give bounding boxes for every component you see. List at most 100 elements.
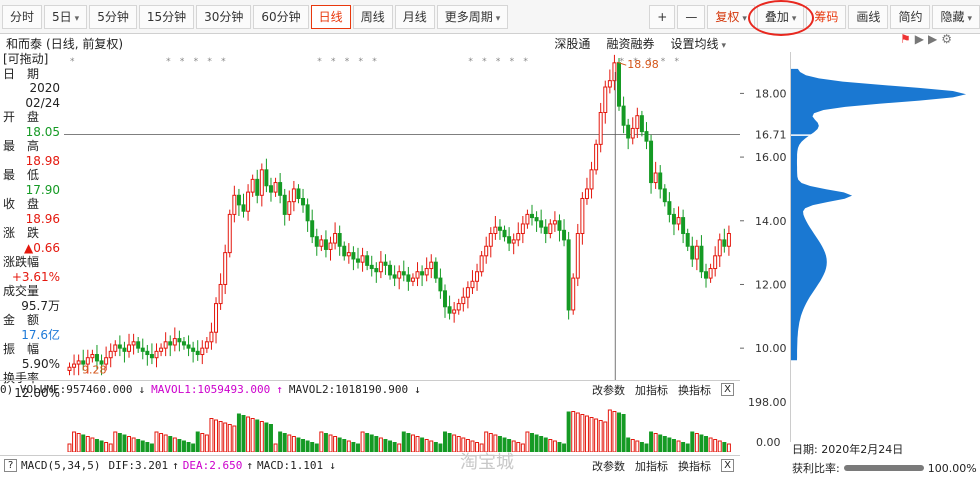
drag-label[interactable]: [可拖动]: [3, 52, 49, 66]
candle: [177, 338, 182, 343]
event-marker: *: [496, 57, 501, 67]
candle: [571, 277, 576, 311]
candle: [635, 115, 640, 129]
candle: [209, 331, 214, 343]
kline-chart[interactable]: * * * * * * * * * * * * * * * * * * * * *18.989.28: [64, 52, 740, 380]
candle: [717, 239, 722, 257]
volume-bar: [168, 436, 173, 452]
candle: [163, 341, 168, 349]
candle: [296, 188, 301, 199]
max-arrow: [617, 61, 627, 66]
volume-bar: [690, 431, 695, 452]
period-5day[interactable]: 5日 ▾: [44, 4, 88, 29]
volume-bar: [470, 440, 475, 452]
candle: [241, 204, 246, 212]
arrow-flag-icon[interactable]: ▶: [928, 32, 938, 46]
switch-indicator-button[interactable]: 换指标: [678, 383, 711, 397]
period-daily[interactable]: 日线: [310, 4, 351, 29]
candle: [507, 236, 512, 244]
candle: [291, 188, 296, 203]
candle: [694, 245, 699, 260]
macd-value-label: MACD:1.101: [256, 459, 324, 472]
volume-bar: [488, 433, 493, 452]
volume-bar: [543, 437, 548, 452]
candle: [99, 360, 104, 365]
candle: [470, 280, 475, 289]
volume-bar: [534, 434, 539, 452]
hk-connect-link[interactable]: 深股通: [554, 36, 591, 51]
draw-button[interactable]: 画线: [848, 4, 889, 29]
period-15min[interactable]: 15分钟: [138, 4, 195, 29]
volume-bar: [227, 424, 232, 452]
overlay-button[interactable]: 叠加 ▾: [756, 4, 805, 29]
close-icon[interactable]: X: [721, 383, 734, 396]
volume-bar: [191, 443, 196, 452]
volume-bar: [81, 434, 86, 452]
dif-label: DIF:3.201: [108, 459, 169, 472]
chip-profile: [791, 68, 967, 361]
volume-bar: [259, 421, 264, 452]
ma-settings-link[interactable]: 设置均线 ▾: [670, 35, 726, 52]
price-tick-label: 12.00: [755, 278, 787, 291]
volume-bar: [246, 416, 251, 452]
add-indicator-button[interactable]: 加指标: [635, 459, 668, 473]
volume-bar: [589, 417, 594, 452]
edit-params-button[interactable]: 改参数: [592, 459, 625, 473]
close-value: 18.96: [25, 211, 60, 226]
zoom-in-button[interactable]: +: [649, 4, 676, 29]
arrow-up-icon: ↑: [172, 459, 179, 472]
arrow-right-icon[interactable]: ▶: [914, 32, 924, 46]
candle: [94, 354, 99, 362]
volume-bar: [530, 433, 534, 452]
volume-bar: [708, 437, 713, 452]
period-5min[interactable]: 5分钟: [89, 4, 137, 29]
volume-bar: [291, 436, 296, 452]
candle: [410, 277, 415, 282]
close-icon[interactable]: X: [721, 459, 734, 472]
switch-indicator-button[interactable]: 换指标: [678, 459, 711, 473]
arrow-up-icon: ↑: [246, 459, 253, 472]
hide-label: 隐藏: [940, 9, 965, 24]
edit-params-button[interactable]: 改参数: [592, 383, 625, 397]
period-monthly[interactable]: 月线: [394, 4, 435, 29]
more-periods[interactable]: 更多周期 ▾: [436, 4, 509, 29]
help-icon[interactable]: ?: [4, 459, 17, 472]
chips-button[interactable]: 筹码: [806, 4, 847, 29]
candle: [314, 236, 319, 247]
add-indicator-button[interactable]: 加指标: [635, 383, 668, 397]
candle: [726, 233, 731, 247]
macd-label: MACD(5,34,5): [21, 459, 101, 472]
candle: [420, 271, 425, 276]
simple-button[interactable]: 简约: [890, 4, 931, 29]
volume-bar: [365, 433, 370, 452]
volume-bar: [200, 433, 205, 452]
watermark: 淘宝城: [460, 452, 514, 473]
chip-distribution: [790, 52, 967, 442]
volume-bar: [108, 443, 113, 452]
gear-icon[interactable]: ⚙: [941, 32, 952, 46]
volume-bar: [552, 440, 557, 452]
volume-tick-label: 198.00: [748, 396, 787, 409]
candle: [355, 258, 360, 263]
margin-link[interactable]: 融资融券: [606, 36, 655, 51]
volume-bar: [90, 437, 95, 452]
amplitude-value: 5.90%: [21, 356, 60, 371]
candle: [369, 264, 374, 270]
volume-bar: [296, 437, 301, 452]
zoom-out-button[interactable]: —: [677, 4, 706, 29]
period-30min[interactable]: 30分钟: [196, 4, 252, 29]
volume-bar: [255, 419, 260, 452]
event-marker: *: [674, 57, 679, 67]
chip-tools: ⚑ ▶ ▶ ⚙: [900, 32, 952, 46]
volume-bar: [493, 434, 498, 452]
volume-bar: [136, 439, 141, 452]
period-weekly[interactable]: 周线: [352, 4, 393, 29]
volume-bar: [410, 434, 415, 452]
adjust-button[interactable]: 复权 ▾: [707, 4, 755, 29]
volume-bar: [676, 440, 681, 452]
hide-button[interactable]: 隐藏 ▾: [932, 4, 980, 29]
period-intraday[interactable]: 分时: [2, 4, 43, 29]
flag-icon[interactable]: ⚑: [900, 32, 911, 46]
period-60min[interactable]: 60分钟: [253, 4, 309, 29]
